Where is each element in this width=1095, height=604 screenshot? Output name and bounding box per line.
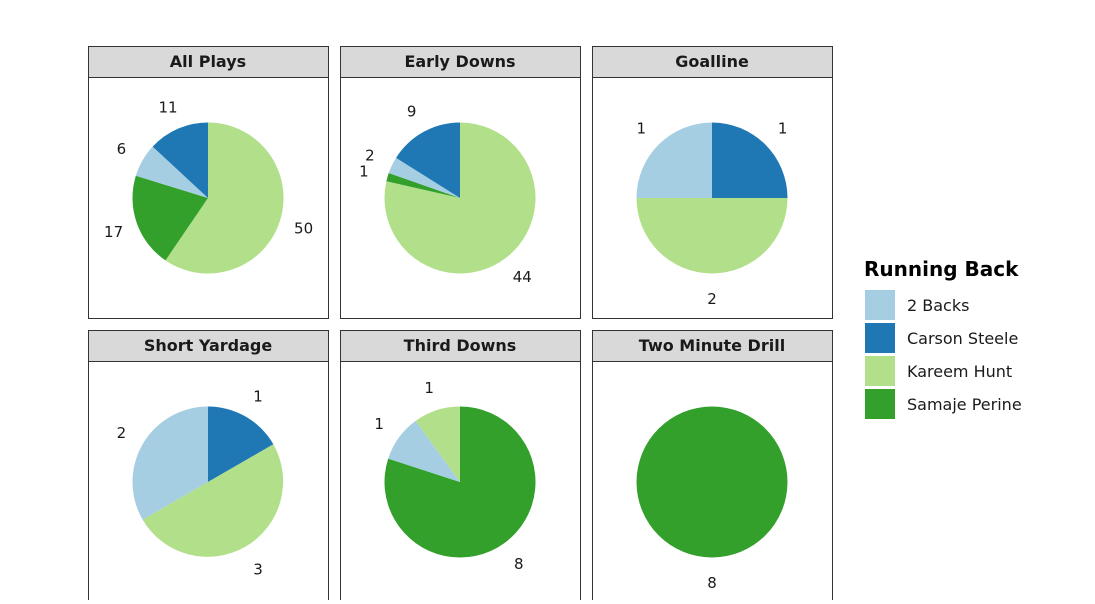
facet-panel-third-downs: Third Downs 8 1 1	[340, 330, 581, 603]
facet-strip	[340, 330, 581, 362]
slice-value-label: 8	[514, 555, 524, 573]
facet-strip	[592, 46, 833, 78]
slice-value-label: 1	[637, 119, 647, 137]
pie-slice	[636, 122, 712, 198]
pie-slice	[384, 406, 536, 558]
slice-value-label: 1	[253, 387, 263, 405]
facet-strip	[592, 330, 833, 362]
legend-label: 2 Backs	[907, 296, 969, 315]
slice-value-label: 6	[117, 140, 127, 158]
pie-slice	[132, 175, 208, 261]
pie-slice	[636, 198, 788, 274]
slice-value-label: 2	[117, 424, 127, 442]
slice-value-label: 17	[104, 223, 123, 241]
legend-label: Kareem Hunt	[907, 362, 1012, 381]
pie-slice	[388, 157, 460, 198]
pie-slice	[636, 406, 788, 558]
slice-value-label: 2	[707, 290, 717, 308]
slice-value-label: 1	[374, 415, 384, 433]
facet-panel-short-yardage: Short Yardage 1 3 2	[88, 330, 329, 603]
pie-slice	[388, 420, 460, 482]
pie-slice	[135, 146, 208, 198]
legend-key-samaje-perine	[865, 389, 895, 419]
pie-slice	[152, 122, 208, 198]
pie-slice	[712, 122, 788, 198]
slice-value-label: 8	[707, 574, 717, 592]
facet-strip-label: Early Downs	[404, 52, 515, 71]
pie-slice	[142, 444, 284, 557]
facet-strip-label: Goalline	[675, 52, 749, 71]
pie-slice	[386, 173, 460, 198]
facet-strip	[340, 46, 581, 78]
legend-label: Carson Steele	[907, 329, 1018, 348]
facet-panel-all-plays: All Plays 50 17 6 11	[88, 46, 329, 319]
pie-slice	[415, 406, 460, 482]
facet-panel-two-minute-drill: Two Minute Drill 8	[592, 330, 833, 603]
legend-label: Samaje Perine	[907, 395, 1022, 414]
slice-value-label: 2	[365, 147, 375, 165]
slice-value-label: 44	[513, 268, 532, 286]
facet-panel-goalline: Goalline 1 2 1	[592, 46, 833, 319]
legend: Running Back 2 Backs Carson Steele Kareem H…	[864, 257, 1022, 419]
slice-value-label: 3	[253, 561, 263, 579]
legend-key-kareem-hunt	[865, 356, 895, 386]
legend-key-carson-steele	[865, 323, 895, 353]
pie-slice	[384, 122, 536, 274]
facet-strip	[88, 46, 329, 78]
slice-value-label: 1	[359, 162, 369, 180]
legend-key-2-backs	[865, 290, 895, 320]
facet-panel-early-downs: Early Downs 44 12 9	[340, 46, 581, 319]
facet-strip-label: Two Minute Drill	[639, 336, 785, 355]
pie-slice	[396, 122, 460, 198]
pie-slice	[165, 122, 284, 274]
slice-value-label: 11	[158, 98, 177, 116]
slice-value-label: 50	[294, 220, 313, 238]
legend-title: Running Back	[864, 257, 1019, 281]
slice-value-label: 9	[407, 103, 417, 121]
slice-value-label: 1	[424, 379, 434, 397]
slice-value-label: 1	[778, 119, 788, 137]
facet-strip-label: Short Yardage	[144, 336, 273, 355]
facet-strip-label: Third Downs	[404, 336, 517, 355]
pie-slice	[208, 406, 274, 482]
pie-slice	[132, 406, 208, 520]
facet-strip-label: All Plays	[170, 52, 246, 71]
facet-strip	[88, 330, 329, 362]
